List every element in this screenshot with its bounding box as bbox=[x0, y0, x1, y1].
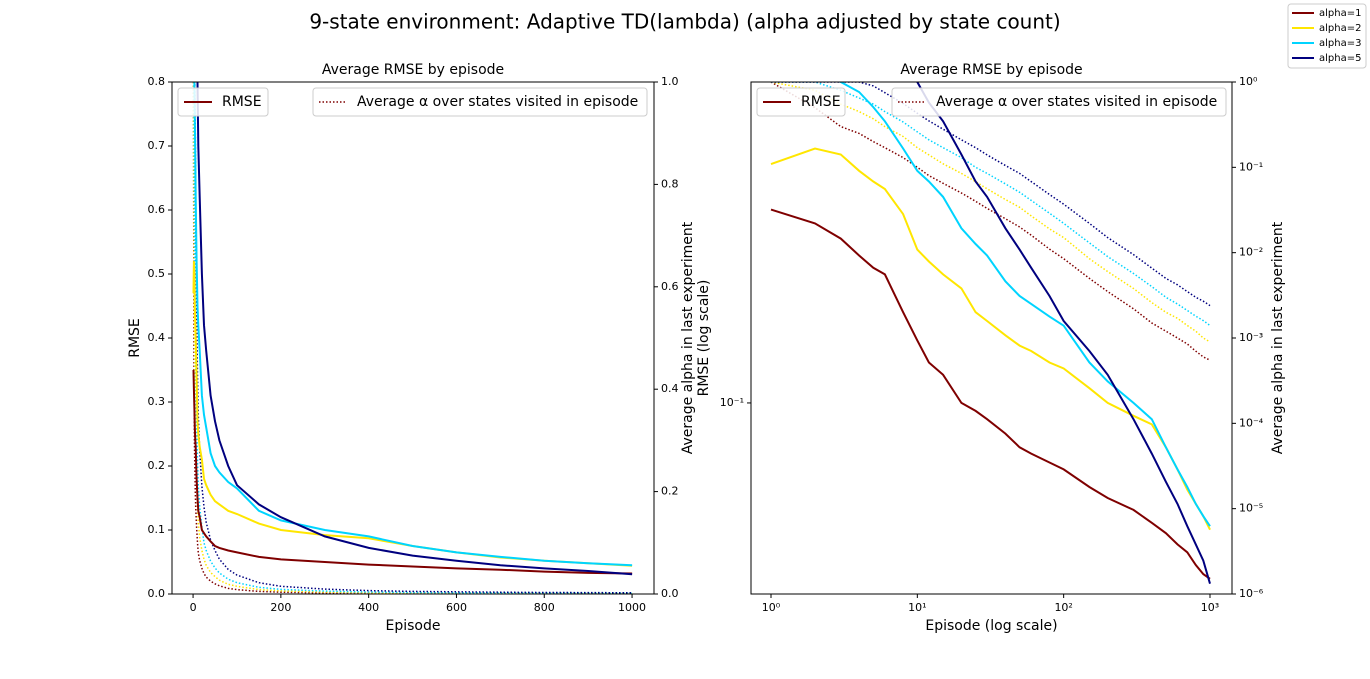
figure-legend-label: alpha=5 bbox=[1319, 53, 1361, 64]
y-tick-label: 0.7 bbox=[148, 139, 166, 152]
legend-box bbox=[312, 87, 648, 117]
figure-legend bbox=[1287, 3, 1367, 69]
legend-box bbox=[891, 87, 1227, 117]
y-tick-label: 0.1 bbox=[148, 523, 166, 536]
axes-frame bbox=[750, 81, 1233, 595]
y2-tick-label: 10⁻⁴ bbox=[1239, 416, 1264, 429]
plot-area bbox=[770, 82, 1211, 584]
alpha-line bbox=[192, 82, 633, 594]
y2-tick-label: 0.6 bbox=[661, 280, 679, 293]
alpha-line bbox=[192, 82, 633, 594]
alpha-line bbox=[770, 82, 1211, 343]
x-tick-label: 10¹ bbox=[908, 601, 926, 614]
x-tick-label: 600 bbox=[446, 601, 467, 614]
y-tick-label: 0.3 bbox=[148, 395, 166, 408]
y-tick-label: 0.8 bbox=[148, 75, 166, 88]
y-tick-label: 0.6 bbox=[148, 203, 166, 216]
y2-tick-label: 0.0 bbox=[661, 587, 679, 600]
legend-label: RMSE bbox=[222, 94, 262, 110]
axes-title: Average RMSE by episode bbox=[900, 62, 1082, 78]
y2-tick-label: 0.2 bbox=[661, 485, 679, 498]
figure-legend-label: alpha=2 bbox=[1319, 23, 1361, 34]
legend-label: Average α over states visited in episode bbox=[936, 94, 1217, 110]
alpha-line bbox=[193, 82, 633, 594]
y2-tick-label: 10⁻¹ bbox=[1239, 160, 1263, 173]
alpha-line bbox=[771, 82, 1211, 307]
rmse-line bbox=[192, 369, 633, 575]
y2-tick-label: 0.4 bbox=[661, 382, 679, 395]
x-axis-label: Episode (log scale) bbox=[925, 618, 1057, 634]
rmse-line bbox=[193, 82, 633, 567]
rmse-line bbox=[770, 208, 1211, 580]
x-axis-label: Episode bbox=[386, 618, 441, 634]
alpha-line bbox=[770, 82, 1211, 361]
y2-axis-label: Average alpha in last experiment bbox=[680, 221, 696, 454]
y2-tick-label: 10⁻² bbox=[1239, 246, 1263, 259]
y2-axis-label: Average alpha in last experiment bbox=[1270, 221, 1286, 454]
y-axis-label: RMSE bbox=[127, 318, 143, 358]
y-tick-label: 0.2 bbox=[148, 459, 166, 472]
legend-box bbox=[177, 87, 269, 117]
figure-title: 9-state environment: Adaptive TD(lambda)… bbox=[309, 10, 1060, 34]
y2-tick-label: 10⁰ bbox=[1239, 75, 1258, 88]
x-tick-label: 10⁰ bbox=[762, 601, 781, 614]
x-tick-label: 1000 bbox=[618, 601, 646, 614]
rmse-line bbox=[770, 147, 1211, 531]
y2-tick-label: 1.0 bbox=[661, 75, 679, 88]
legend-box bbox=[756, 87, 846, 117]
x-tick-label: 400 bbox=[358, 601, 379, 614]
axes-title: Average RMSE by episode bbox=[322, 62, 504, 78]
y2-tick-label: 10⁻³ bbox=[1239, 331, 1263, 344]
rmse-line bbox=[196, 82, 633, 576]
figure-legend-label: alpha=1 bbox=[1319, 8, 1361, 19]
x-tick-label: 10³ bbox=[1201, 601, 1219, 614]
y-tick-label: 0.5 bbox=[148, 267, 166, 280]
y-tick-label: 0.4 bbox=[148, 331, 166, 344]
rmse-line bbox=[837, 82, 1211, 527]
x-tick-label: 0 bbox=[190, 601, 197, 614]
plot-area bbox=[192, 82, 633, 594]
legend-label: Average α over states visited in episode bbox=[357, 94, 638, 110]
y2-tick-label: 10⁻⁶ bbox=[1239, 587, 1264, 600]
y-axis-label: RMSE (log scale) bbox=[696, 280, 712, 397]
y2-tick-label: 0.8 bbox=[661, 177, 679, 190]
alpha-line bbox=[771, 82, 1211, 327]
y2-tick-label: 10⁻⁵ bbox=[1239, 502, 1263, 515]
rmse-line bbox=[192, 261, 633, 567]
y-tick-label: 10⁻¹ bbox=[720, 396, 744, 409]
x-tick-label: 800 bbox=[534, 601, 555, 614]
x-tick-label: 200 bbox=[270, 601, 291, 614]
y-tick-label: 0.0 bbox=[148, 587, 166, 600]
rmse-line bbox=[916, 82, 1211, 584]
alpha-line bbox=[193, 82, 633, 594]
x-tick-label: 10² bbox=[1054, 601, 1072, 614]
figure-legend-label: alpha=3 bbox=[1319, 38, 1361, 49]
legend-label: RMSE bbox=[801, 94, 841, 110]
